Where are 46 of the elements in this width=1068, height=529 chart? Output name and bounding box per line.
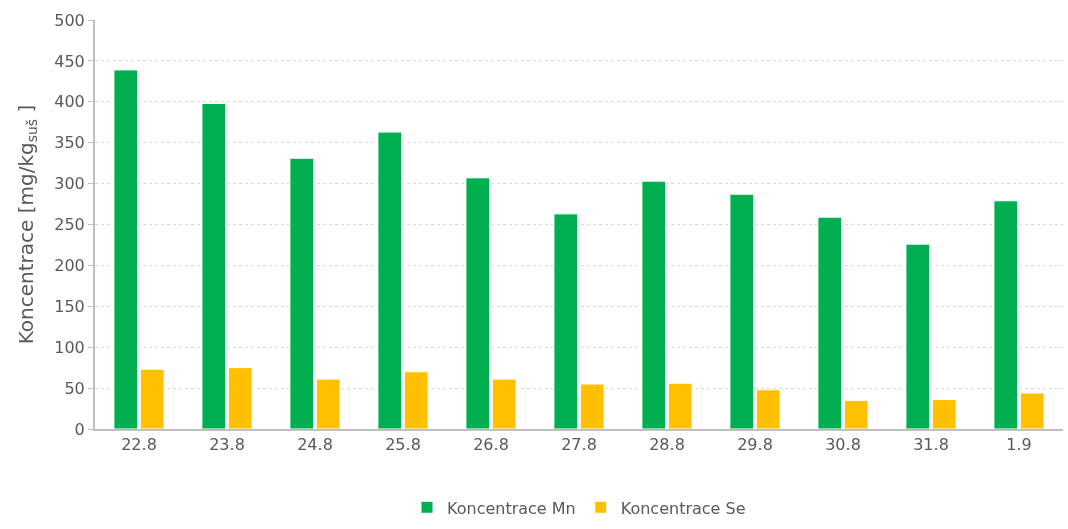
x-tick-label: 29.8 xyxy=(737,435,773,455)
y-tick-label: 350 xyxy=(54,133,85,153)
x-tick-label: 31.8 xyxy=(913,435,949,455)
bar xyxy=(667,382,693,429)
bar xyxy=(403,371,429,429)
bar xyxy=(201,102,227,429)
x-tick-label: 22.8 xyxy=(121,435,157,455)
bar xyxy=(289,157,315,429)
x-tick-label: 28.8 xyxy=(649,435,685,455)
x-tick-label: 27.8 xyxy=(561,435,597,455)
y-tick-label: 100 xyxy=(54,337,85,357)
bar xyxy=(227,367,253,429)
x-tick-label: 25.8 xyxy=(385,435,421,455)
bar xyxy=(931,399,957,429)
bar xyxy=(315,378,341,429)
x-tick-label: 26.8 xyxy=(473,435,509,455)
bar xyxy=(553,213,579,429)
bar xyxy=(491,378,517,429)
bar xyxy=(139,368,165,429)
bar xyxy=(905,243,931,429)
y-tick-label: 200 xyxy=(54,256,85,275)
bar xyxy=(113,69,139,429)
y-tick-label: 0 xyxy=(74,419,85,439)
y-tick-label: 500 xyxy=(54,10,85,30)
bar xyxy=(377,131,403,429)
y-tick-label: 300 xyxy=(54,174,85,194)
x-tick-label: 23.8 xyxy=(209,435,245,455)
x-tick-label: 24.8 xyxy=(297,435,333,455)
bar xyxy=(579,383,605,429)
y-tick-label: 250 xyxy=(54,215,85,235)
bar xyxy=(465,177,491,429)
bar xyxy=(755,389,781,429)
y-tick-label: 50 xyxy=(64,378,85,398)
legend-label: Koncentrace Mn xyxy=(447,498,576,518)
x-tick-label: 1.9 xyxy=(1006,435,1032,455)
y-tick-label: 450 xyxy=(54,51,85,71)
bar xyxy=(1019,392,1045,429)
y-tick-label: 150 xyxy=(54,296,85,316)
y-tick-label: 400 xyxy=(54,92,85,112)
bar xyxy=(729,193,755,429)
bar xyxy=(817,216,843,429)
bar xyxy=(641,180,667,429)
bar xyxy=(993,200,1019,429)
legend-label: Koncentrace Se xyxy=(620,498,746,518)
bar xyxy=(843,399,869,429)
x-tick-label: 30.8 xyxy=(825,435,861,455)
